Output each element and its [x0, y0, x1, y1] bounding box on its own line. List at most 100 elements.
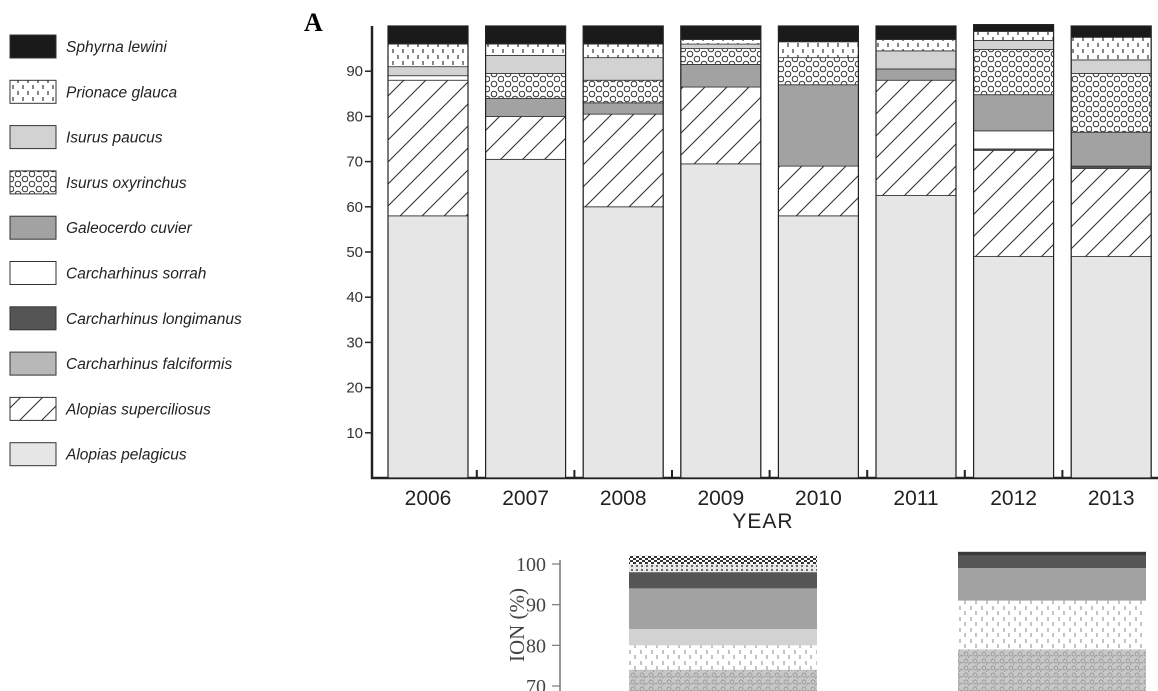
panel-label: A: [304, 8, 323, 37]
bar-outline-2012: [972, 24, 1055, 479]
legend-label-alopias-superciliosus: Alopias superciliosus: [65, 401, 211, 418]
x-tick-label: 2012: [990, 487, 1037, 510]
y-tick-label: 10: [346, 425, 363, 442]
legend-swatch-isurus-oxyrinchus: [9, 170, 57, 195]
bar-segment-alopias-superciliosus-2011: [875, 79, 957, 196]
bar-segment-galeocerdo-cuvier-2009: [680, 64, 762, 88]
bar-outline-2010: [777, 25, 860, 479]
bar-segment-galeocerdo-cuvier-2010: [778, 84, 859, 167]
bar-segment-isurus-oxyrinchus-2008: [582, 79, 664, 104]
bar-segment-prionace-glauca-2009: [680, 39, 762, 45]
bar-segment-b-1-darkgray: [629, 572, 817, 589]
y-axis-title-b: ION (%): [505, 588, 529, 662]
bar-segment-b-2-darkgray: [958, 555, 1146, 569]
bar-segment-carcharhinus-sorrah-2012: [973, 130, 1054, 150]
bar-segment-isurus-paucus-2009: [680, 43, 762, 50]
bar-segment-galeocerdo-cuvier-2012: [973, 94, 1054, 132]
bar-segment-isurus-paucus-2011: [875, 50, 957, 70]
bar-outline-2007: [485, 25, 567, 479]
bar-segment-prionace-glauca-2012: [973, 31, 1054, 41]
bar-segment-sphyrna-lewini-2013: [1070, 25, 1152, 38]
bar-segment-alopias-pelagicus-2006: [387, 215, 469, 479]
x-tick-label: 2011: [893, 487, 938, 510]
y-tick-label: 40: [346, 289, 363, 306]
y-tick-label: 30: [346, 334, 363, 351]
bar-segment-b-2-midgray: [958, 568, 1146, 601]
x-tick-label: 2006: [405, 487, 452, 510]
bar-segment-isurus-oxyrinchus-2010: [778, 57, 859, 86]
bar-segment-alopias-pelagicus-2011: [875, 195, 957, 479]
x-tick-label: 2007: [502, 487, 549, 510]
bar-segment-prionace-glauca-2008: [582, 43, 664, 59]
bar-segment-isurus-oxyrinchus-2007: [485, 73, 567, 99]
bar-segment-b-1-checker: [629, 555, 817, 564]
x-tick-label: 2013: [1088, 487, 1135, 510]
bar-segment-sphyrna-lewini-2008: [582, 25, 664, 45]
bar-segment-b-1-dashes: [629, 645, 817, 670]
bar-segment-alopias-pelagicus-2008: [582, 206, 664, 479]
bar-segment-b-2-darkgray2: [958, 551, 1146, 556]
bar-segment-isurus-paucus-2013: [1070, 59, 1152, 74]
plot-area: 10 20 30 40 50 60 70 80 90 2006 2007 2008 2009 2010 2…: [346, 24, 1158, 533]
bar-segment-b-2-dashes: [958, 600, 1146, 650]
plot-area-b: 70 80 90 100 ION (%): [505, 551, 1146, 691]
bar-segment-alopias-pelagicus-2012: [973, 256, 1054, 479]
bar-outline-2006: [387, 25, 469, 479]
legend-label-sphyrna-lewini: Sphyrna lewini: [66, 39, 167, 56]
bar-segment-alopias-superciliosus-2006: [387, 79, 469, 217]
legend-label-prionace-glauca: Prionace glauca: [66, 84, 178, 101]
y-tick-label: 50: [346, 244, 363, 261]
bar-segment-alopias-pelagicus-2007: [485, 158, 567, 479]
bar-segment-prionace-glauca-2011: [875, 39, 957, 52]
legend-swatch-alopias-superciliosus: [9, 396, 57, 421]
legend-label-alopias-pelagicus: Alopias pelagicus: [65, 447, 187, 464]
legend-swatch-alopias-pelagicus: [9, 442, 57, 467]
bar-segment-sphyrna-lewini-2010: [778, 25, 859, 43]
bar-segment-galeocerdo-cuvier-2013: [1070, 131, 1152, 167]
bar-segment-alopias-superciliosus-2010: [778, 165, 859, 217]
bar-segment-alopias-superciliosus-2013: [1070, 167, 1152, 257]
bar-segment-alopias-pelagicus-2013: [1070, 256, 1152, 479]
y-tick-label: 20: [346, 380, 363, 397]
legend-label-galeocerdo-cuvier: Galeocerdo cuvier: [66, 220, 193, 237]
bar-segment-carcharhinus-sorrah-2006: [387, 75, 469, 81]
bar-segment-prionace-glauca-2013: [1070, 36, 1152, 61]
bar-segment-alopias-superciliosus-2008: [582, 113, 664, 208]
bar-segment-alopias-pelagicus-2009: [680, 163, 762, 479]
legend-label-carcharhinus-sorrah: Carcharhinus sorrah: [66, 266, 206, 283]
bar-segment-isurus-oxyrinchus-2012: [973, 49, 1054, 96]
legend: Sphyrna lewini Prionace glauca Isurus pauc…: [9, 34, 242, 467]
bar-segment-isurus-paucus-2008: [582, 57, 664, 81]
y-tick-label: 90: [346, 63, 363, 80]
bar-segment-b-1-circles-gray: [629, 669, 817, 691]
bar-segment-isurus-paucus-2006: [387, 66, 469, 77]
bar-segment-alopias-superciliosus-2009: [680, 86, 762, 165]
bar-segment-sphyrna-lewini-2006: [387, 25, 469, 45]
x-tick-label: 2008: [600, 487, 647, 510]
bar-segment-b-1-dotted-band: [629, 564, 817, 573]
bar-segment-isurus-paucus-2007: [485, 54, 567, 74]
legend-swatch-carcharhinus-sorrah: [9, 261, 57, 285]
legend-swatch-sphyrna-lewini: [9, 34, 57, 59]
bar-segment-b-2-circles-gray: [958, 649, 1146, 691]
legend-swatch-carcharhinus-longimanus: [9, 306, 57, 331]
x-axis-title: YEAR: [732, 510, 793, 533]
y-tick-label-b: 100: [516, 554, 546, 576]
legend-label-isurus-paucus: Isurus paucus: [66, 130, 163, 147]
y-tick-label: 80: [346, 108, 363, 125]
bar-segment-sphyrna-lewini-2007: [485, 25, 567, 45]
legend-label-carcharhinus-falciformis: Carcharhinus falciformis: [66, 356, 232, 373]
bar-segment-prionace-glauca-2006: [387, 43, 469, 68]
y-tick-label-b: 80: [526, 635, 546, 657]
bar-segment-isurus-oxyrinchus-2009: [680, 48, 762, 65]
bar-outline-2008: [582, 25, 664, 479]
x-tick-label: 2009: [697, 487, 744, 510]
x-tick-label: 2010: [795, 487, 842, 510]
bar-segment-b-1-midgray: [629, 588, 817, 630]
bar-segment-galeocerdo-cuvier-2007: [485, 97, 567, 117]
bar-segment-alopias-superciliosus-2012: [973, 149, 1054, 257]
bar-segment-galeocerdo-cuvier-2008: [582, 102, 664, 115]
legend-label-isurus-oxyrinchus: Isurus oxyrinchus: [66, 175, 187, 192]
bar-segment-isurus-oxyrinchus-2013: [1070, 73, 1152, 133]
